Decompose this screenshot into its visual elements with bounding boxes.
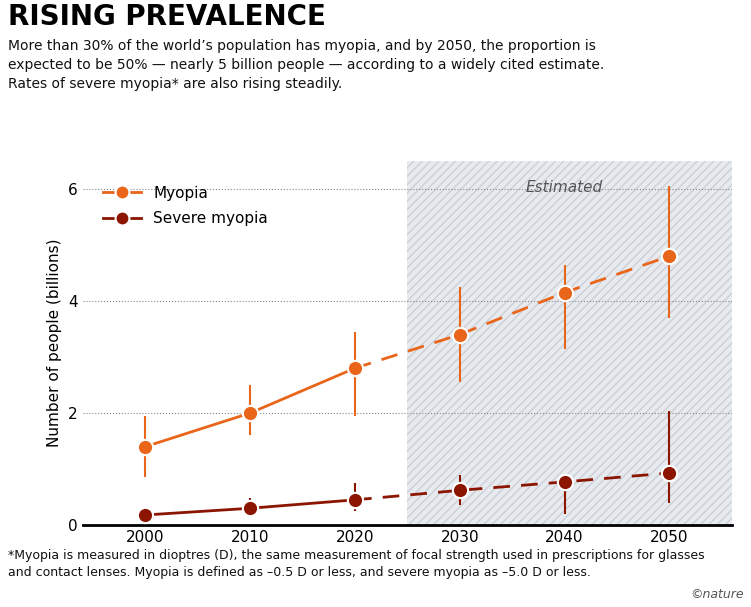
Text: Estimated: Estimated	[526, 180, 603, 195]
Y-axis label: Number of people (billions): Number of people (billions)	[47, 239, 62, 447]
Legend: Myopia, Severe myopia: Myopia, Severe myopia	[97, 180, 274, 232]
Bar	[407, 161, 732, 525]
Text: More than 30% of the world’s population has myopia, and by 2050, the proportion : More than 30% of the world’s population …	[8, 39, 604, 92]
Text: RISING PREVALENCE: RISING PREVALENCE	[8, 3, 325, 31]
Text: ©nature: ©nature	[690, 588, 743, 601]
Text: *Myopia is measured in dioptres (D), the same measurement of focal strength used: *Myopia is measured in dioptres (D), the…	[8, 549, 704, 579]
Bar	[407, 161, 732, 525]
